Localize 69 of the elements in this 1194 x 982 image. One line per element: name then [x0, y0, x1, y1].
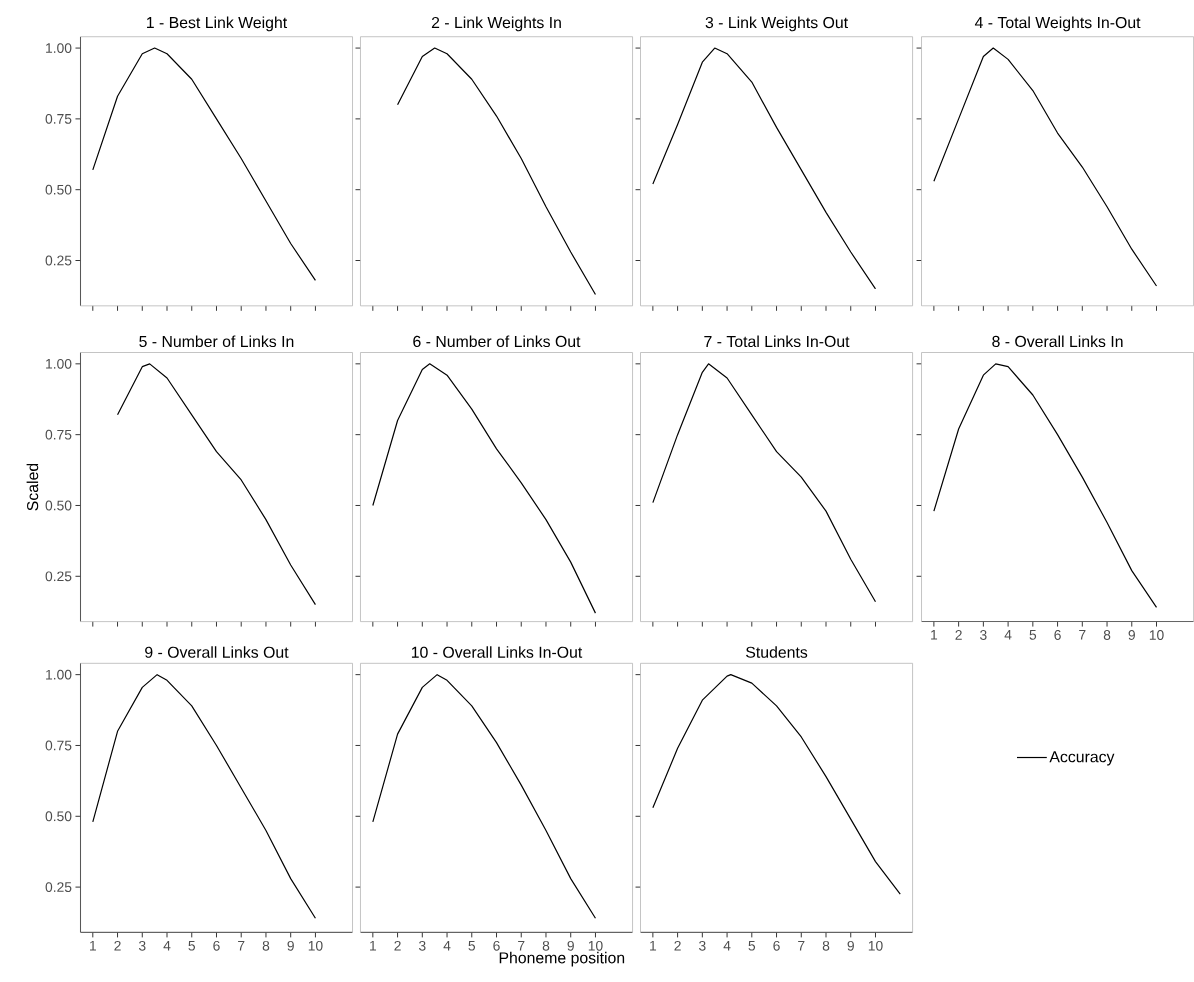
x-tick-label: 4 [1004, 630, 1012, 640]
y-tick-label: 1.00 [46, 669, 72, 680]
x-tick-label: 2 [114, 940, 121, 951]
chart-title: Students [746, 646, 808, 658]
y-tick-label: 0.75 [45, 740, 72, 751]
x-tick-label: 2 [674, 940, 681, 951]
x-tick-label: 8 [542, 940, 550, 951]
x-tick-label: 8 [822, 940, 830, 951]
y-tick-label: 0.50 [45, 811, 72, 822]
x-axis-title: Phoneme position [499, 951, 625, 967]
y-tick-label: 1.00 [46, 43, 72, 53]
x-tick-label: 7 [518, 940, 525, 951]
x-tick-label: 6 [773, 940, 780, 951]
x-tick-label: 7 [1079, 630, 1086, 640]
x-tick-label: 10 [1149, 630, 1164, 640]
chart-title: 4 - Total Weights In-Out [974, 16, 1141, 32]
x-tick-label: 2 [394, 940, 401, 951]
line-series [116, 363, 317, 606]
y-tick-label: 0.25 [45, 255, 72, 266]
x-tick-label: 10 [868, 940, 883, 951]
x-tick-label: 3 [980, 630, 987, 640]
x-tick-label: 7 [238, 940, 245, 951]
x-tick-label: 5 [188, 940, 196, 951]
chart-title: 7 - Total Links In-Out [704, 335, 850, 348]
y-tick-label: 0.50 [45, 184, 72, 195]
x-tick-label: 5 [468, 940, 476, 951]
x-tick-label: 1 [90, 940, 96, 951]
x-tick-label: 4 [163, 940, 171, 951]
x-tick-label: 3 [418, 940, 426, 951]
x-tick-label: 9 [847, 940, 854, 951]
x-tick-label: 3 [699, 940, 706, 951]
y-tick-label: 0.75 [45, 429, 72, 440]
y-tick-label: 0.25 [45, 571, 72, 582]
x-tick-label: 6 [213, 940, 220, 951]
x-tick-label: 8 [1103, 630, 1111, 640]
chart-title: 5 - Number of Links In [139, 335, 294, 348]
x-tick-label: 6 [1054, 630, 1061, 640]
x-tick-label: 5 [1029, 630, 1037, 640]
y-tick-label: 1.00 [46, 358, 72, 369]
x-tick-label: 8 [262, 940, 270, 951]
chart-title: 1 - Best Link Weight [147, 16, 288, 32]
chart-title: 3 - Link Weights Out [705, 16, 848, 32]
x-tick-label: 10 [588, 940, 603, 951]
chart-title: 10 - Overall Links In-Out [411, 646, 583, 658]
chart-title: 9 - Overall Links Out [145, 646, 289, 658]
x-tick-label: 3 [138, 940, 146, 951]
legend-label: Accuracy [1049, 751, 1115, 766]
x-tick-label: 7 [798, 940, 805, 951]
chart-title: 6 - Number of Links Out [413, 335, 581, 348]
x-tick-label: 9 [1128, 630, 1135, 640]
x-tick-label: 9 [287, 940, 294, 951]
x-tick-label: 1 [931, 630, 938, 640]
x-tick-label: 10 [308, 940, 323, 951]
chart-title: 8 - Overall Links In [992, 335, 1123, 348]
x-tick-label: 1 [370, 940, 377, 951]
x-tick-label: 4 [443, 940, 451, 951]
x-tick-label: 5 [748, 940, 756, 951]
line-series [92, 674, 317, 919]
x-tick-label: 1 [650, 940, 657, 951]
line-series [92, 47, 317, 281]
x-tick-label: 4 [723, 940, 731, 951]
x-tick-label: 9 [567, 940, 574, 951]
x-tick-label: 2 [955, 630, 962, 640]
y-tick-label: 0.75 [45, 113, 72, 124]
y-axis-title: Scaled [26, 463, 39, 511]
y-tick-label: 0.50 [45, 500, 72, 511]
y-tick-label: 0.25 [45, 882, 72, 892]
chart-title: 2 - Link Weights In [431, 16, 561, 32]
x-tick-label: 6 [493, 940, 500, 951]
